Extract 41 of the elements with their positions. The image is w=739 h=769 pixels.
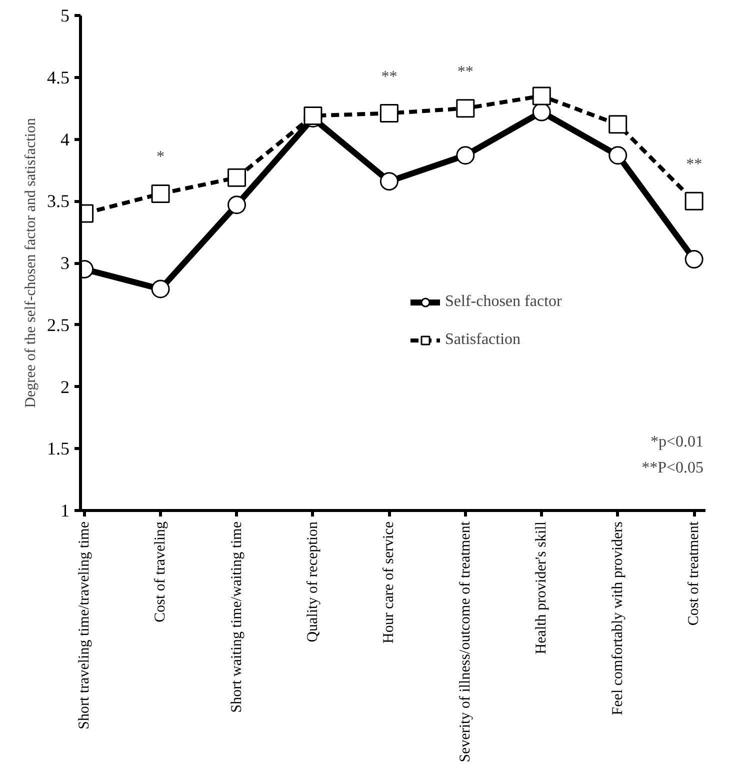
y-tick-label: 3 (60, 253, 70, 273)
point (456, 99, 475, 118)
point (228, 196, 246, 214)
annotation: ** (381, 68, 398, 86)
x-tick-label: Health provider's skill (534, 521, 550, 654)
y-tick-label: 1 (60, 500, 70, 520)
point (684, 192, 704, 210)
y-axis-title: Degree of the self-chosen factor and satisfaction (23, 118, 39, 408)
point (456, 146, 475, 165)
x-tick-label: Quality of reception (304, 521, 321, 642)
x-tick-label: Hour care of service (381, 521, 398, 644)
x-tick-label: Cost of traveling (152, 521, 169, 622)
x-tick-label: Short traveling time/traveling time (76, 521, 92, 730)
point (228, 168, 246, 187)
point (151, 184, 170, 203)
y-tick-label: 2 (60, 376, 70, 397)
x-tick-label: Feel comfortably with providers (610, 521, 626, 716)
point (608, 115, 628, 134)
y-tick-label: 1.5 (47, 438, 70, 459)
point (380, 172, 398, 191)
point (304, 106, 322, 125)
annotation: ** (686, 156, 702, 174)
point (532, 86, 551, 106)
annotation: *p<0.01 (650, 434, 704, 450)
y-tick-label: 4.5 (47, 67, 70, 88)
point (608, 146, 628, 165)
point (380, 104, 398, 123)
y-tick-label: 5 (60, 6, 70, 26)
x-tick-label: Severity of illness/outcome of treatment (457, 520, 474, 762)
x-tick-label: Cost of treatment (686, 520, 702, 626)
y-tick-label: 4 (60, 129, 70, 150)
y-tick-label: 3.5 (47, 191, 70, 212)
legend-label: Self-chosen factor (445, 293, 562, 311)
annotation: **P<0.05 (642, 460, 704, 476)
point (684, 250, 704, 269)
annotation: * (156, 148, 165, 166)
point (151, 280, 170, 298)
y-tick-label: 2.5 (47, 314, 70, 335)
legend-label: Satisfaction (445, 331, 521, 349)
x-tick-label: Short waiting time/waiting time (228, 521, 245, 713)
annotation: ** (457, 63, 474, 80)
